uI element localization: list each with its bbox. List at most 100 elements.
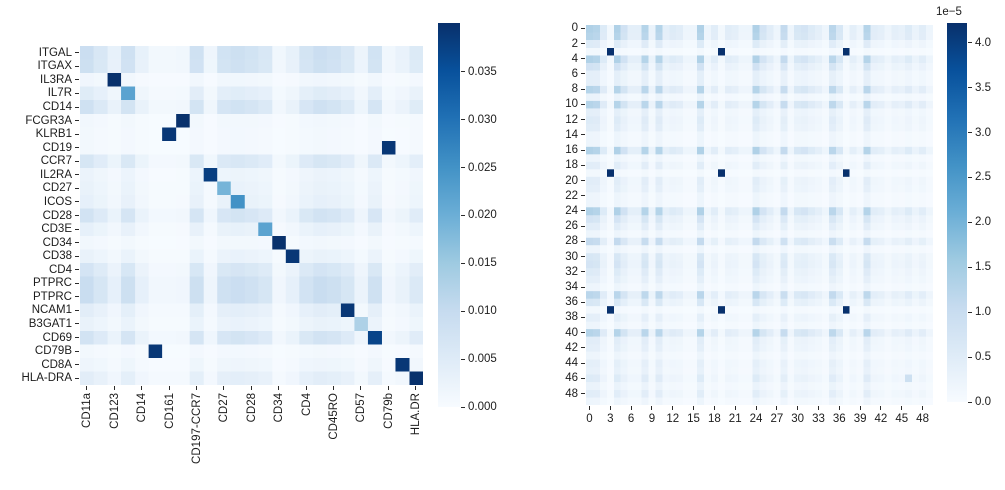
y-tick-mark [75,255,79,257]
y-tick-mark [581,240,585,242]
y-tick-mark [581,180,585,181]
colorbar-tick-label: 0.030 [468,113,497,126]
y-tick-label: CD19 [42,141,72,154]
y-tick-mark [75,79,79,81]
gene-protein-heatmap-cells [80,46,423,385]
y-tick-mark [75,282,79,284]
y-tick-mark [581,88,585,90]
y-tick-mark [75,242,79,244]
x-tick-mark [305,386,307,390]
colorbar-tick-mark [968,311,972,313]
y-tick-label: 14 [565,128,578,141]
y-tick-label: CD8A [41,358,72,371]
y-tick-mark [75,228,79,230]
colorbar-tick-mark [968,356,972,358]
x-tick-mark [609,406,611,410]
x-tick-mark [797,406,799,410]
y-tick-mark [581,256,585,258]
y-tick-mark [75,174,79,176]
y-tick-label: ITGAX [37,60,72,73]
y-tick-mark [581,286,585,288]
y-tick-label: CD3E [41,223,72,236]
y-tick-label: B3GAT1 [28,317,72,330]
y-tick-label: CD69 [42,331,72,344]
y-tick-label: 16 [565,144,578,157]
y-tick-label: IL3RA [40,73,72,86]
colorbar-tick-label: 0.010 [468,305,497,318]
colorbar-tick-mark [461,214,465,216]
y-tick-mark [75,120,79,122]
x-tick-label: 24 [749,413,763,425]
colorbar-tick-mark [461,167,465,169]
x-tick-mark [901,406,903,410]
x-tick-mark [250,386,252,390]
y-tick-mark [581,393,585,395]
y-tick-mark [75,65,79,67]
y-tick-label: 2 [571,37,578,50]
x-tick-mark [859,406,861,410]
colorbar-tick-label: 1.5 [975,261,991,274]
x-tick-mark [113,386,115,390]
y-tick-mark [75,147,79,149]
y-tick-mark [75,92,79,94]
x-tick-mark [332,386,334,390]
x-tick-mark [86,386,88,390]
x-tick-mark [817,406,819,410]
y-tick-label: 4 [571,52,578,65]
colorbar-tick-label: 3.5 [975,81,991,94]
colorbar-scale-label: 1e−5 [936,6,962,18]
x-tick-mark [168,386,170,390]
y-tick-mark [75,350,79,352]
colorbar-tick-label: 2.5 [975,171,991,184]
colorbar-tick-label: 0.025 [468,161,497,174]
y-tick-mark [75,323,79,325]
y-tick-label: CD4 [48,263,72,276]
y-tick-mark [75,160,79,162]
y-tick-label: 42 [565,341,578,354]
x-tick-label: 39 [853,413,867,425]
y-tick-mark [581,119,585,121]
colorbar-tick-mark [461,310,465,312]
colorbar-tick-mark [968,132,972,134]
y-tick-mark [75,364,79,366]
y-tick-label: NCAM1 [31,304,72,317]
y-tick-mark [581,103,585,105]
y-tick-label: IL2RA [40,168,72,181]
colorbar-tick-mark [968,42,972,44]
y-tick-mark [581,377,585,379]
y-tick-label: 48 [565,387,578,400]
y-tick-mark [75,269,79,271]
y-tick-mark [75,201,79,203]
x-tick-label: 33 [812,413,825,425]
colorbar-tick-label: 0.000 [468,401,497,413]
y-tick-label: 36 [565,296,578,309]
x-tick-mark [755,406,757,410]
y-tick-label: 8 [571,83,578,96]
y-tick-mark [581,43,585,45]
y-tick-mark [75,296,79,298]
x-tick-label: 21 [728,413,742,425]
colorbar-tick-mark [968,401,972,403]
x-tick-mark [672,406,674,410]
y-tick-label: 24 [565,204,578,217]
x-tick-mark [278,386,280,390]
colorbar-tick-mark [461,71,465,73]
colorbar-tick-mark [968,87,972,89]
y-tick-label: PTPRC [33,290,72,303]
y-tick-label: 0 [571,22,578,35]
x-tick-label: 30 [791,413,805,425]
y-tick-label: ITGAL [38,46,72,59]
y-tick-label: 46 [565,372,578,385]
x-tick-label: 42 [874,413,888,425]
y-tick-mark [581,347,585,349]
colorbar-tick-label: 3.0 [975,126,991,139]
y-tick-label: ICOS [43,195,72,208]
x-tick-mark [415,386,417,390]
x-tick-mark [630,406,632,410]
y-tick-mark [75,309,79,311]
y-tick-mark [581,149,585,151]
y-tick-label: 38 [565,311,578,324]
y-tick-label: CD27 [42,182,72,195]
